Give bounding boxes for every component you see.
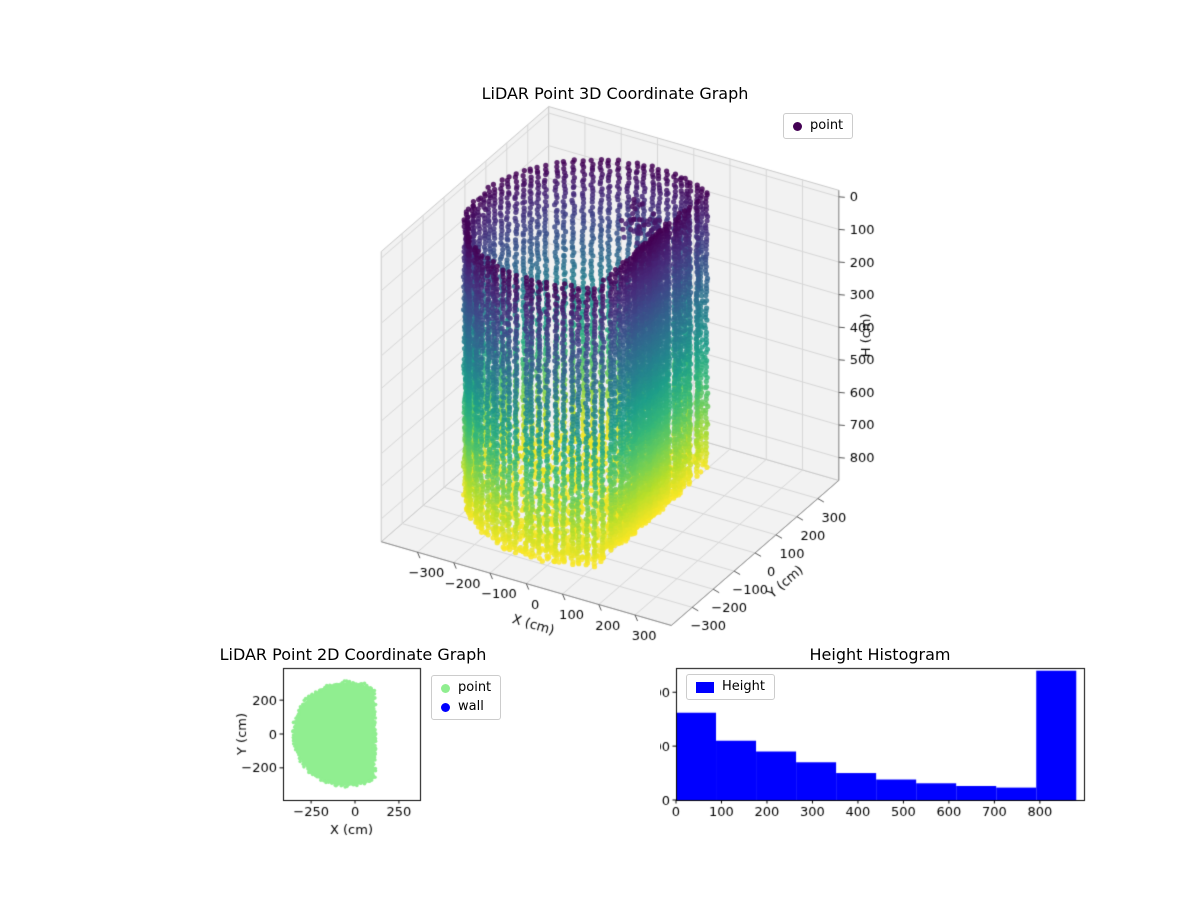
wall-marker-icon: [441, 702, 450, 712]
legend-histogram-item: Height: [696, 679, 765, 695]
legend-3d: point: [783, 113, 854, 139]
legend-3d-item-point: point: [793, 118, 843, 134]
point-marker-icon: [441, 683, 450, 693]
legend-2d: point wall: [431, 675, 502, 720]
lidar-3d-plot-canvas: [280, 90, 920, 670]
lidar-2d-plot-canvas: [230, 658, 440, 853]
point-marker-icon: [793, 121, 802, 131]
legend-2d-label-wall: wall: [458, 699, 484, 714]
legend-histogram: Height: [686, 674, 775, 700]
legend-2d-item-point: point: [441, 680, 491, 696]
legend-2d-label-point: point: [458, 680, 492, 695]
legend-2d-item-wall: wall: [441, 699, 491, 715]
legend-3d-label: point: [810, 118, 844, 133]
legend-histogram-label: Height: [722, 679, 765, 694]
height-swatch-icon: [696, 681, 714, 693]
